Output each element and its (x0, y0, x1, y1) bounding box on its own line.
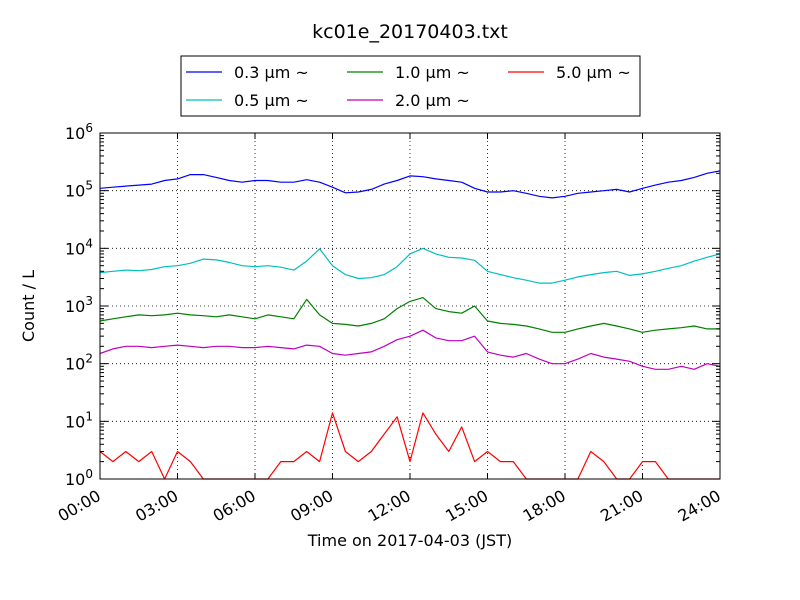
x-tick-label: 24:00 (675, 486, 724, 526)
y-tick-exponent: 6 (85, 121, 93, 135)
legend: 0.3 μm ~ 0.5 μm ~ 1.0 μm ~ 2.0 μm ~ 5.0 μm ~ (180, 55, 641, 117)
series-line (99, 297, 720, 333)
y-axis-title: Count / L (19, 270, 38, 342)
x-tick-label: 06:00 (210, 486, 259, 526)
y-tick-label: 100 (65, 467, 93, 489)
y-tick-base: 10 (65, 412, 85, 431)
y-tick-base: 10 (65, 182, 85, 201)
y-tick-exponent: 3 (85, 294, 93, 308)
x-tick-label: 12:00 (365, 486, 414, 526)
x-tick-label: 18:00 (520, 486, 569, 526)
y-tick-exponent: 1 (85, 409, 93, 423)
y-tick-base: 10 (65, 470, 85, 489)
chart-title: kc01e_20170403.txt (312, 21, 508, 43)
y-tick-base: 10 (65, 239, 85, 258)
y-tick-exponent: 2 (85, 352, 93, 366)
y-tick-base: 10 (65, 297, 85, 316)
legend-label: 2.0 μm ~ (395, 91, 470, 110)
y-tick-label: 101 (65, 409, 93, 431)
y-tick-label: 103 (65, 294, 93, 316)
y-tick-label: 104 (65, 236, 93, 258)
x-tick-labels: 00:00 03:00 06:00 09:00 12:00 15:00 18:00 21:00… (55, 486, 724, 526)
legend-label: 0.5 μm ~ (234, 91, 309, 110)
x-tick-label: 00:00 (55, 486, 104, 526)
legend-label: 0.3 μm ~ (234, 63, 309, 82)
legend-box (180, 55, 641, 117)
y-tick-base: 10 (65, 124, 85, 143)
series-line (99, 170, 721, 199)
y-tick-exponent: 0 (85, 467, 93, 481)
series-line (99, 247, 721, 284)
legend-label: 5.0 μm ~ (556, 63, 631, 82)
legend-label: 1.0 μm ~ (395, 63, 470, 82)
series-line (99, 329, 721, 370)
y-tick-exponent: 5 (85, 179, 93, 193)
x-tick-label: 09:00 (287, 486, 336, 526)
y-tick-label: 105 (65, 179, 93, 201)
x-tick-label: 15:00 (442, 486, 491, 526)
y-tick-label: 102 (65, 352, 93, 374)
x-tick-label: 21:00 (597, 486, 646, 526)
y-tick-base: 10 (65, 355, 85, 374)
grid-lines (100, 133, 720, 479)
y-tick-exponent: 4 (85, 236, 93, 250)
axis-ticks (99, 132, 721, 480)
y-tick-label: 106 (65, 121, 93, 143)
x-axis-title: Time on 2017-04-03 (JST) (307, 531, 512, 550)
x-tick-label: 03:00 (132, 486, 181, 526)
